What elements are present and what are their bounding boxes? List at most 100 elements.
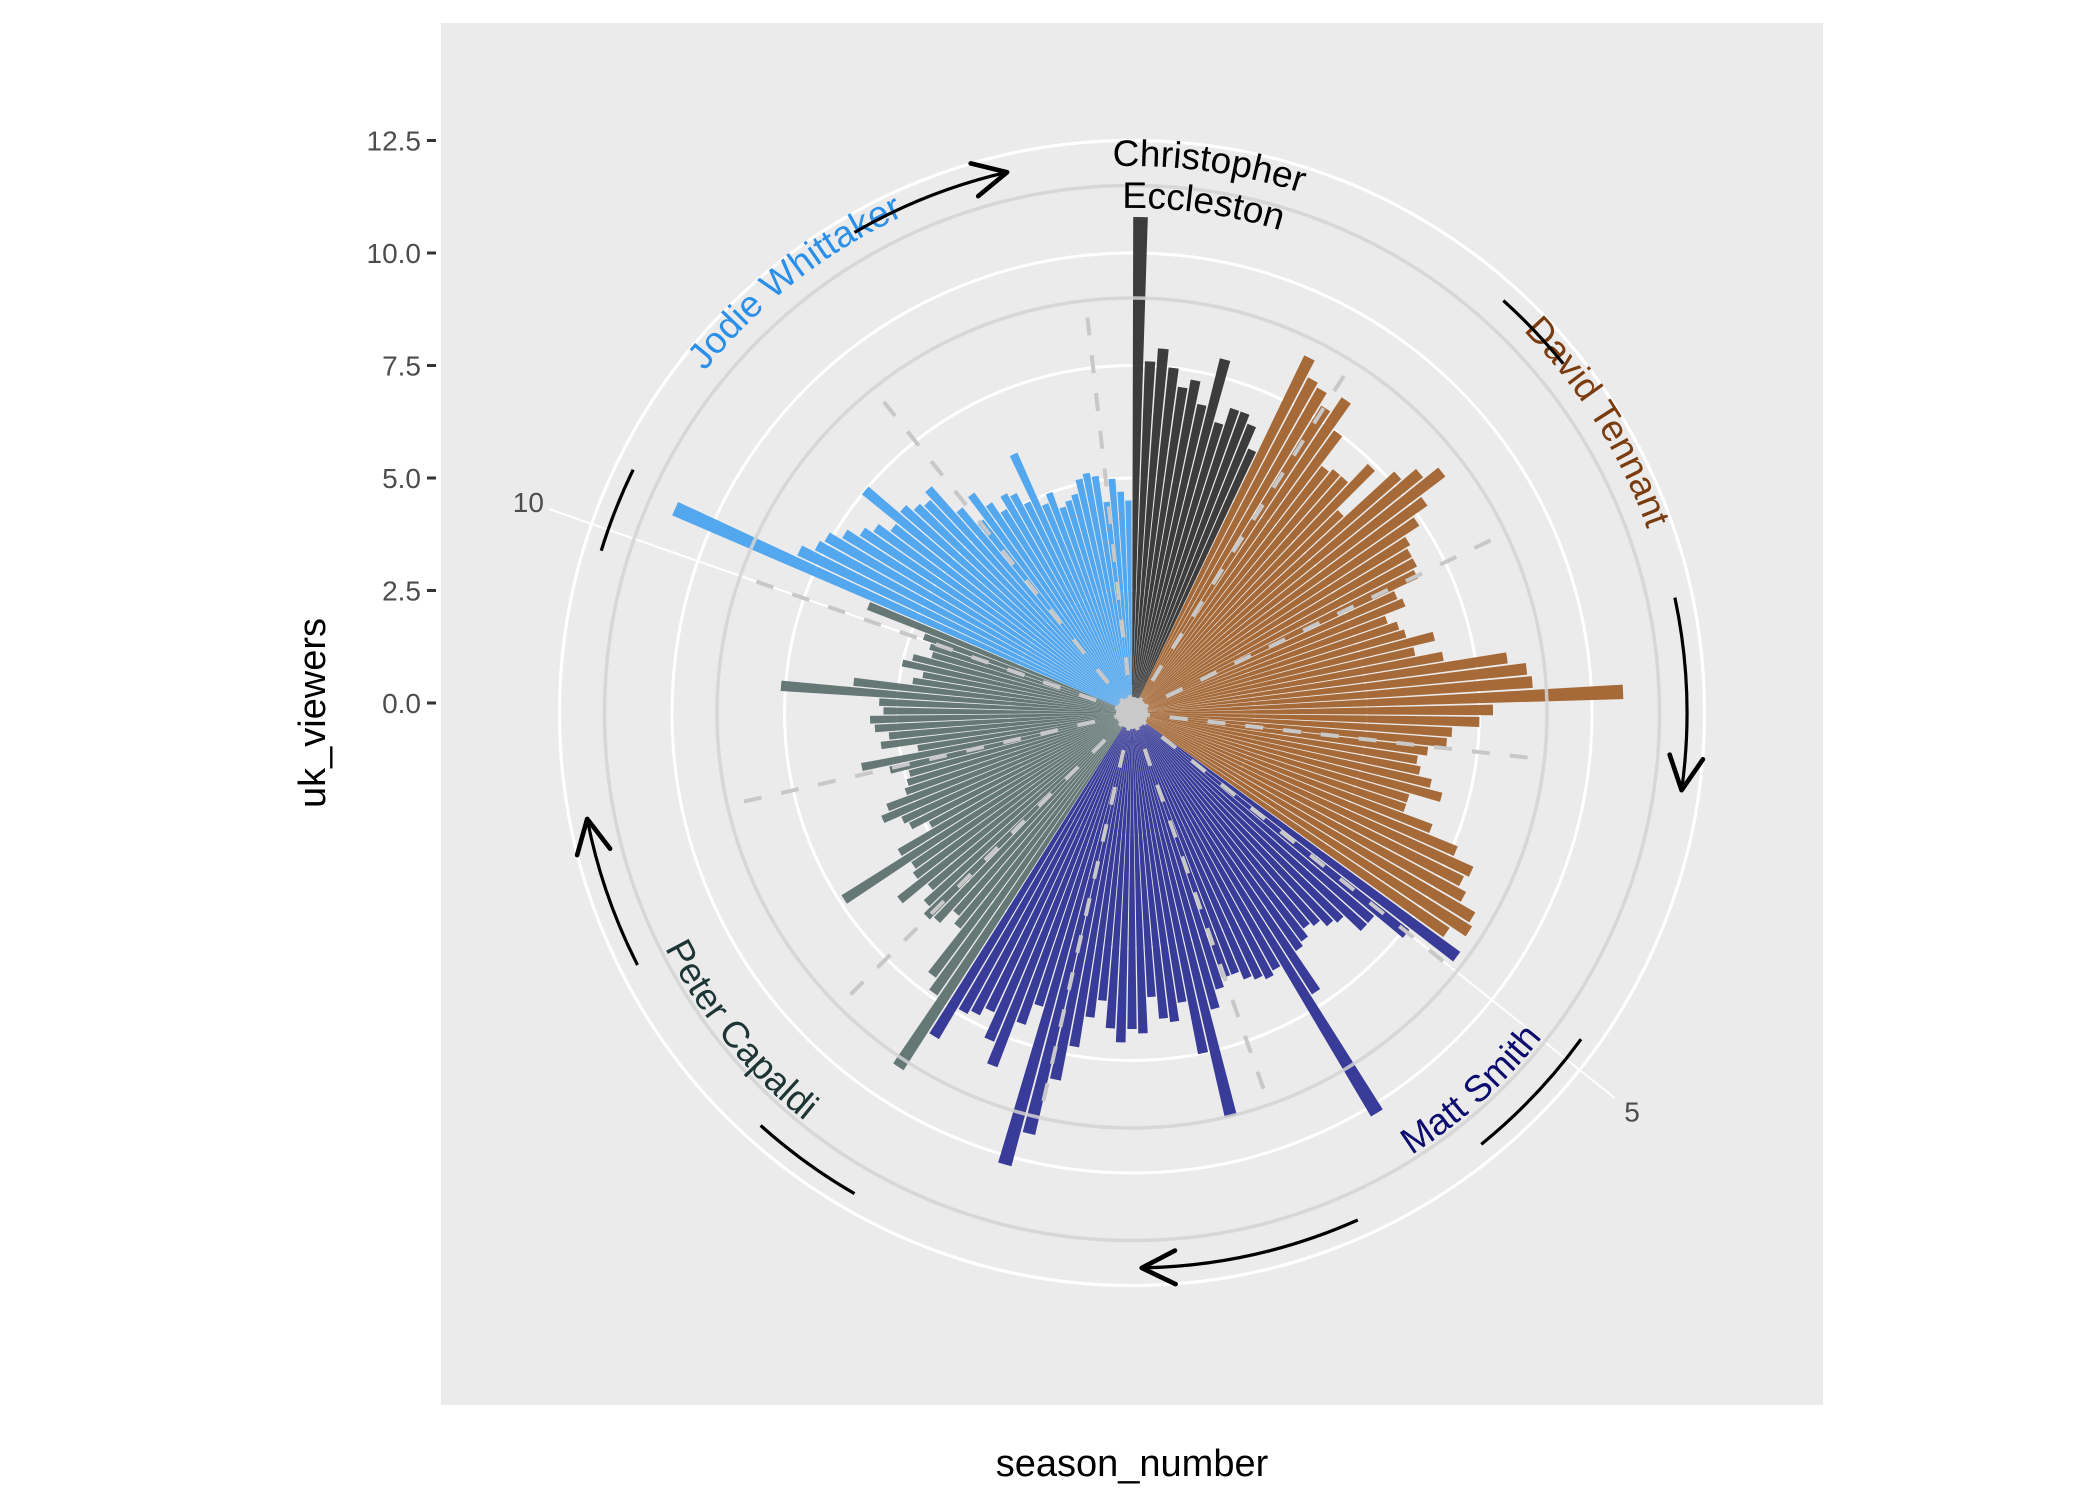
- season-tick-label: 5: [1624, 1097, 1640, 1128]
- bar: [909, 713, 1132, 830]
- bar: [928, 713, 1132, 978]
- bar: [879, 698, 1132, 713]
- bar: [1132, 713, 1383, 1117]
- bar: [1132, 652, 1508, 713]
- bar: [1132, 713, 1453, 737]
- bar: [1132, 713, 1187, 1003]
- bar: [1132, 713, 1148, 1034]
- bar: [881, 713, 1132, 824]
- bar: [1132, 411, 1250, 713]
- bar: [1132, 713, 1476, 923]
- bar: [1127, 713, 1137, 1030]
- bar: [1132, 713, 1429, 756]
- season-separator: [837, 711, 1134, 1008]
- season-separator: [739, 574, 1133, 715]
- bar: [1132, 423, 1257, 713]
- bar: [1115, 713, 1132, 1043]
- bar: [1132, 713, 1421, 775]
- bar: [859, 527, 1132, 713]
- bar: [925, 486, 1132, 713]
- bar: [1125, 500, 1132, 713]
- bar: [1132, 467, 1446, 713]
- bar: [928, 713, 1132, 828]
- bar: [929, 713, 1132, 1040]
- reference-circle: [602, 183, 1662, 1243]
- bar: [906, 713, 1132, 786]
- bar: [1132, 591, 1398, 713]
- bar: [1023, 501, 1132, 713]
- bar: [1132, 517, 1420, 713]
- bar: [1132, 713, 1368, 932]
- era-arrow: [853, 161, 1010, 234]
- bar: [956, 507, 1132, 713]
- bar: [1132, 621, 1400, 713]
- y-tick-label: 5.0: [382, 463, 421, 494]
- bar: [1132, 713, 1310, 929]
- bar: [1132, 713, 1231, 979]
- bar: [1132, 471, 1402, 713]
- bar: [1132, 387, 1327, 713]
- y-tick-label: 12.5: [367, 126, 422, 157]
- bar: [897, 713, 1132, 856]
- bar: [1132, 713, 1450, 938]
- era-arrow: [759, 1124, 856, 1196]
- bar: [1132, 713, 1220, 1010]
- bar: [1132, 379, 1201, 713]
- season-tick-label: 10: [513, 487, 544, 518]
- bar: [1132, 713, 1180, 1023]
- bar: [1132, 684, 1624, 713]
- bar: [1132, 361, 1156, 713]
- bar: [1132, 469, 1341, 713]
- bar: [1098, 713, 1132, 1001]
- season-separator: [871, 387, 1134, 715]
- bar: [1085, 713, 1132, 1018]
- bar: [1132, 713, 1224, 990]
- bar: [1132, 422, 1224, 713]
- y-tick-label: 0.0: [382, 688, 421, 719]
- bar: [901, 659, 1132, 713]
- bar: [1132, 713, 1474, 877]
- bar: [1132, 713, 1334, 927]
- bar: [1132, 713, 1263, 980]
- bar: [1132, 386, 1188, 713]
- bar: [1132, 713, 1281, 971]
- bar: [1132, 713, 1169, 1019]
- bar: [1132, 631, 1435, 713]
- bar: [672, 501, 1132, 713]
- bar: [985, 502, 1132, 713]
- bar: [1132, 662, 1528, 713]
- bar: [1009, 452, 1132, 713]
- bar: [873, 523, 1132, 713]
- bar: [866, 601, 1132, 713]
- bar: [1132, 548, 1412, 713]
- bar: [890, 523, 1132, 713]
- bar: [1132, 713, 1418, 765]
- y-axis-title: uk_viewers: [292, 618, 334, 808]
- bar: [1132, 713, 1443, 802]
- bar: [954, 713, 1132, 929]
- bar: [1132, 476, 1349, 713]
- bar: [889, 713, 1132, 774]
- bar: [1132, 713, 1458, 856]
- bar: [923, 713, 1132, 907]
- bar: [1132, 403, 1207, 713]
- bar: [893, 713, 1132, 1071]
- bar: [853, 677, 1132, 713]
- bar: [1132, 510, 1344, 713]
- era-arrow: [599, 469, 635, 552]
- bar: [1132, 713, 1274, 980]
- y-tick-label: 10.0: [367, 238, 422, 269]
- x-axis-title: season_number: [996, 1443, 1269, 1485]
- bar: [1091, 475, 1132, 713]
- bar: [1132, 713, 1467, 902]
- bar: [1132, 468, 1424, 713]
- bar: [985, 713, 1132, 1013]
- bar: [912, 677, 1132, 713]
- bar: [1132, 367, 1179, 713]
- bar: [1132, 598, 1406, 713]
- bar: [901, 713, 1132, 824]
- center-marker: [1116, 697, 1148, 729]
- bar: [912, 713, 1132, 879]
- bar: [923, 713, 1132, 920]
- bar: [912, 654, 1132, 713]
